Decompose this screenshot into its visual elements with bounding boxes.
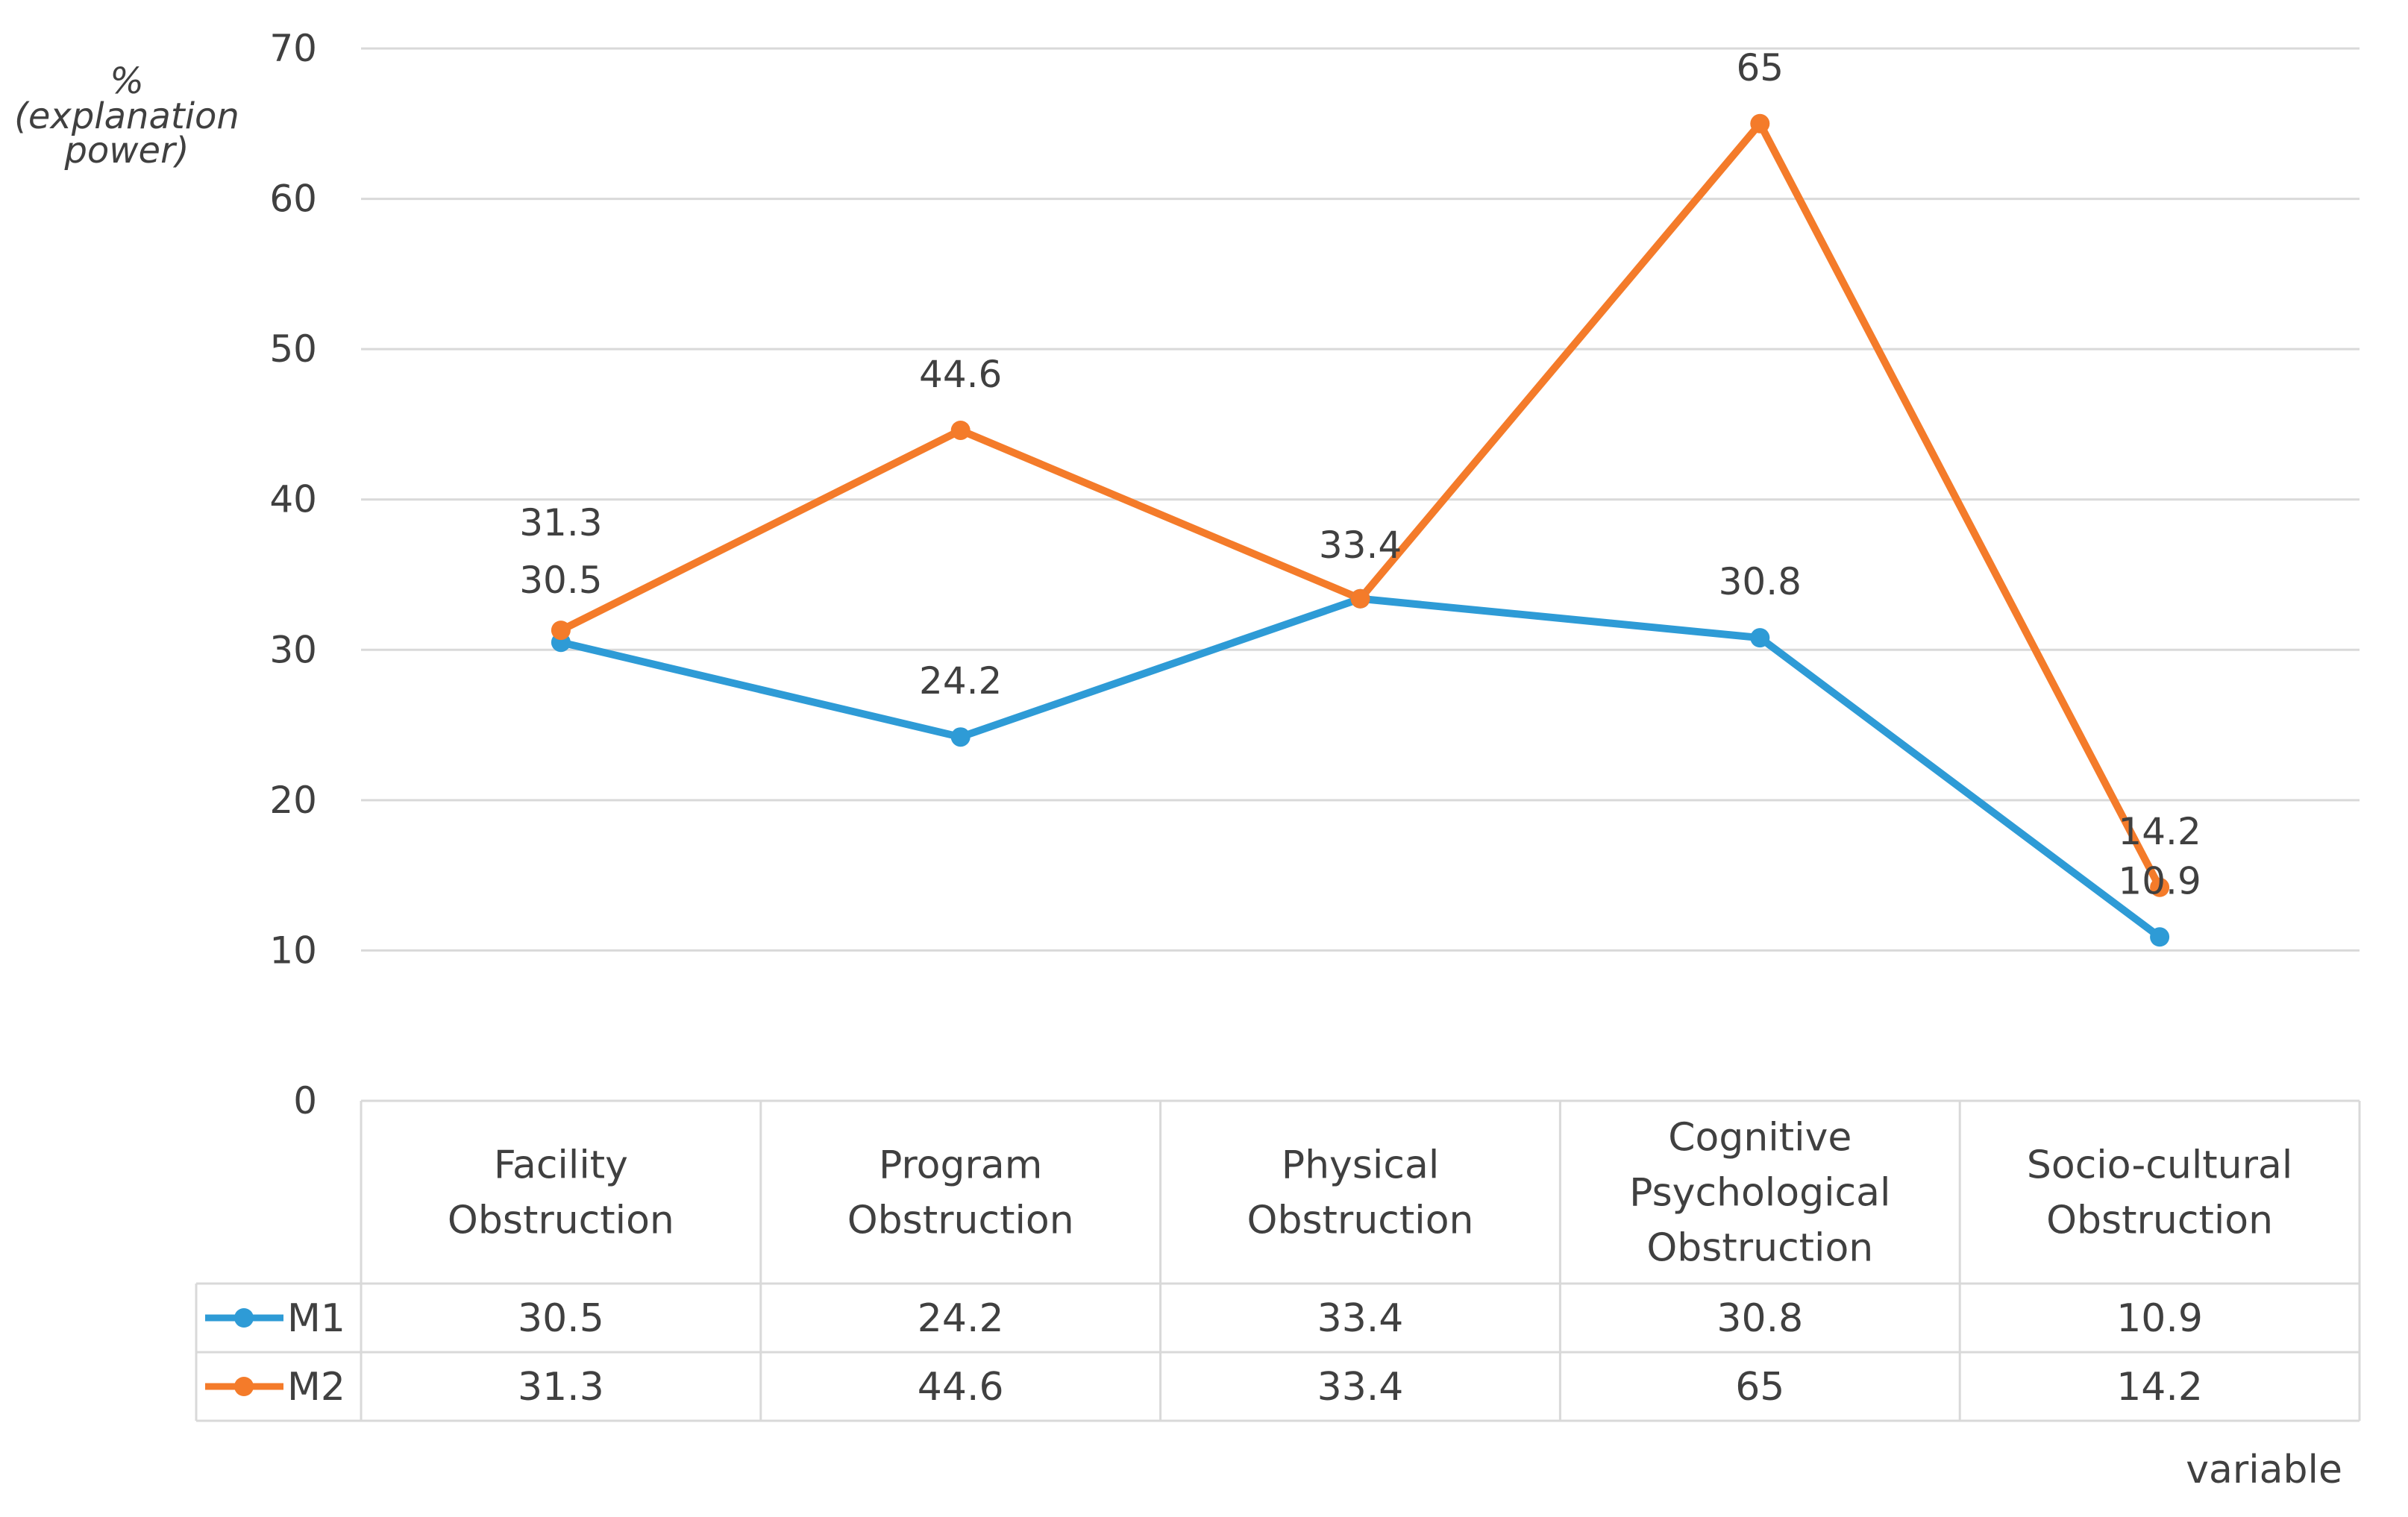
table-cell: 44.6 — [918, 1365, 1004, 1410]
data-label: 30.8 — [1719, 560, 1802, 603]
legend-key-marker — [234, 1308, 254, 1328]
x-category-label: Facility — [494, 1143, 628, 1188]
y-tick-label: 10 — [269, 929, 317, 972]
x-category-label: Cognitive — [1668, 1116, 1852, 1160]
x-category-label: Obstruction — [1646, 1226, 1873, 1271]
data-point-M2 — [950, 420, 971, 440]
data-point-M2 — [1750, 113, 1770, 134]
data-point-M1 — [2150, 927, 2170, 947]
data-point-M2 — [1350, 588, 1370, 609]
x-category-label: Program — [879, 1143, 1042, 1188]
data-point-M2 — [2150, 877, 2170, 897]
x-category-label: Psychological — [1629, 1171, 1890, 1216]
x-axis-label: variable — [2186, 1448, 2342, 1492]
x-category-label: Physical — [1282, 1143, 1440, 1188]
table-cell: 10.9 — [2116, 1296, 2203, 1341]
data-label: 14.2 — [2118, 810, 2201, 853]
data-labels: 30.5 31.3 24.2 44.6 33.4 30.8 65 10.9 14.2 — [519, 46, 2201, 903]
data-label: 24.2 — [919, 659, 1002, 703]
table-cell: 33.4 — [1317, 1365, 1404, 1410]
x-category-label: Socio-cultural — [2027, 1143, 2292, 1188]
gridlines — [361, 47, 2360, 952]
legend-key-marker — [234, 1377, 254, 1396]
x-category-label: Obstruction — [2046, 1199, 2273, 1243]
y-tick-label: 40 — [269, 478, 317, 521]
y-tick-label: 20 — [269, 779, 317, 822]
table-cell: 33.4 — [1317, 1296, 1404, 1341]
data-label: 31.3 — [519, 501, 602, 544]
table-cell: 30.8 — [1716, 1296, 1803, 1341]
x-category-label: Obstruction — [448, 1199, 674, 1243]
data-point-M1 — [950, 727, 971, 747]
x-category-label: Obstruction — [1247, 1199, 1474, 1243]
data-label: 33.4 — [1319, 524, 1402, 567]
table-cell: 31.3 — [518, 1365, 604, 1410]
series-points — [551, 113, 2170, 947]
data-point-M2 — [551, 621, 571, 641]
data-label: 44.6 — [919, 353, 1002, 396]
y-tick-label: 60 — [269, 178, 317, 221]
table-cell: 65 — [1735, 1365, 1784, 1410]
y-axis-label-line: (explanation — [14, 95, 239, 137]
legend-label: M1 — [287, 1296, 345, 1341]
y-tick-label: 70 — [269, 27, 317, 70]
y-tick-label: 50 — [269, 327, 317, 371]
y-axis-label-line: power) — [63, 130, 189, 172]
y-axis-ticks: 0 10 20 30 40 50 60 70 — [269, 27, 317, 1122]
data-label: 10.9 — [2118, 859, 2201, 902]
data-label: 65 — [1736, 46, 1784, 89]
y-tick-label: 30 — [269, 628, 317, 671]
x-category-label: Obstruction — [847, 1199, 1074, 1243]
y-axis-label-line: % — [110, 60, 144, 102]
table-cell: 14.2 — [2116, 1365, 2203, 1410]
data-table: Facility Obstruction Program Obstruction Phy… — [195, 1099, 2361, 1422]
y-tick-label: 0 — [293, 1079, 317, 1122]
table-cell: 30.5 — [518, 1296, 604, 1341]
legend-label: M2 — [287, 1365, 345, 1410]
data-point-M1 — [1750, 628, 1770, 648]
series-line-M2 — [556, 119, 2164, 891]
data-label: 30.5 — [519, 559, 602, 602]
table-cell: 24.2 — [918, 1296, 1004, 1341]
